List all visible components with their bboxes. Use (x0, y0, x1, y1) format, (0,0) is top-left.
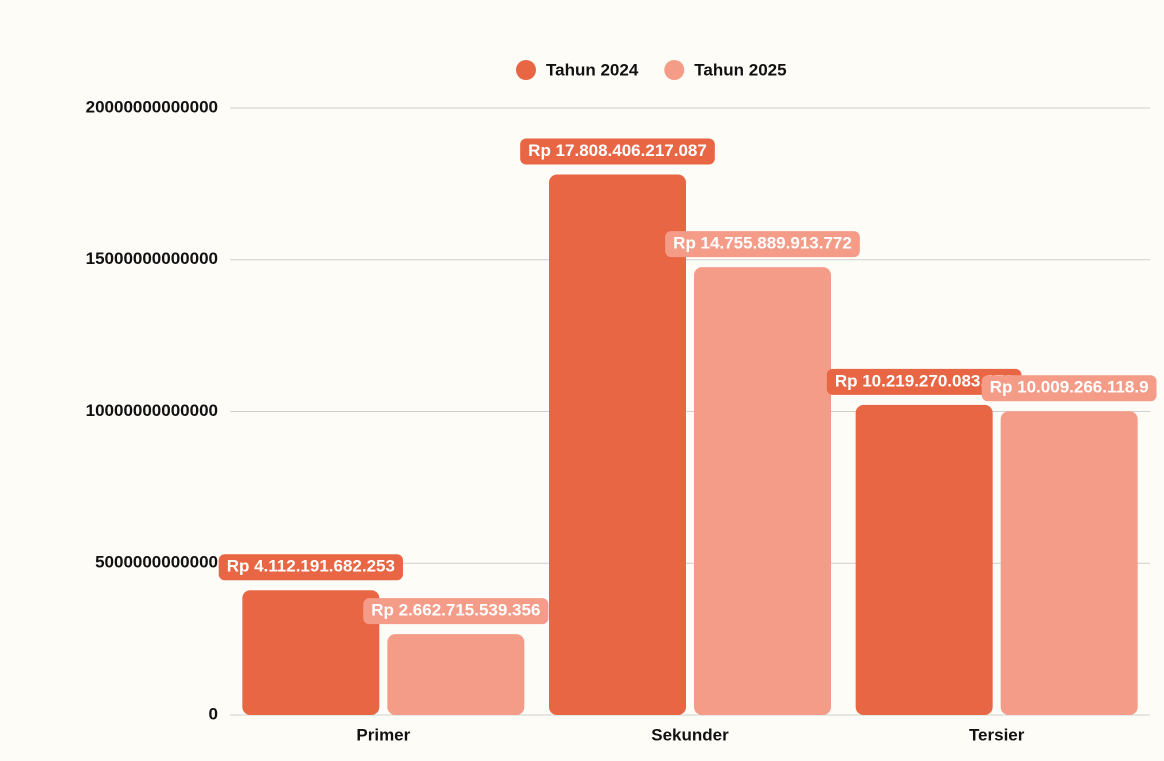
x-tick-label: Tersier (969, 725, 1025, 744)
legend-label: Tahun 2025 (694, 60, 786, 79)
bar (242, 590, 379, 715)
bar (694, 267, 831, 715)
data-label: Rp 2.662.715.539.356 (363, 598, 548, 624)
legend-marker (516, 60, 536, 80)
data-label-text: Rp 10.009.266.118.9 (990, 378, 1149, 397)
bar (387, 634, 524, 715)
data-label: Rp 10.009.266.118.9 (982, 375, 1157, 401)
bar (549, 175, 686, 715)
bar (1001, 411, 1138, 715)
x-tick-label: Sekunder (651, 725, 729, 744)
data-label-text: Rp 14.755.889.913.772 (673, 234, 852, 253)
bar (856, 405, 993, 715)
legend-label: Tahun 2024 (546, 60, 639, 79)
data-label-text: Rp 17.808.406.217.087 (528, 141, 707, 160)
y-tick-label: 0 (209, 704, 218, 723)
data-label: Rp 17.808.406.217.087 (520, 139, 715, 165)
data-label-text: Rp 4.112.191.682.253 (227, 557, 395, 576)
legend-marker (664, 60, 684, 80)
y-tick-label: 20000000000000 (86, 97, 218, 116)
page: {"chart_data": {"type": "bar", "categori… (0, 0, 1164, 761)
y-tick-label: 5000000000000 (95, 553, 218, 572)
data-label-text: Rp 2.662.715.539.356 (371, 601, 540, 620)
y-tick-label: 10000000000000 (86, 401, 218, 420)
y-tick-label: 15000000000000 (86, 249, 218, 268)
data-label: Rp 14.755.889.913.772 (665, 231, 860, 257)
data-label: Rp 4.112.191.682.253 (219, 554, 403, 580)
chart: 0 5000000000000 10000000000000 150000000000… (0, 0, 1164, 761)
x-tick-label: Primer (356, 725, 410, 744)
